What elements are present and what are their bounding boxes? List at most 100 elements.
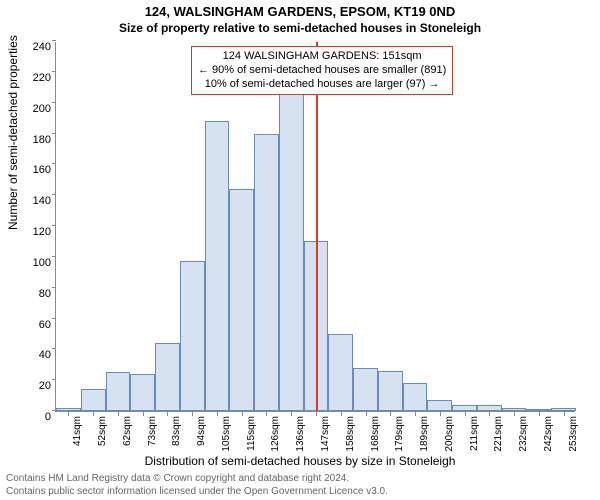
histogram-bar xyxy=(526,409,551,411)
x-tick-label: 232sqm xyxy=(518,416,529,452)
y-tick-label: 140 xyxy=(21,195,51,207)
x-tick-mark xyxy=(564,412,565,416)
histogram-bar xyxy=(328,334,353,411)
x-tick-mark xyxy=(514,412,515,416)
x-tick-mark xyxy=(291,412,292,416)
x-tick-mark xyxy=(440,412,441,416)
x-tick-mark xyxy=(143,412,144,416)
chart-title-block: 124, WALSINGHAM GARDENS, EPSOM, KT19 0ND… xyxy=(0,0,600,35)
x-tick-label: 62sqm xyxy=(122,416,133,446)
x-tick-label: 200sqm xyxy=(444,416,455,452)
x-tick-mark xyxy=(390,412,391,416)
y-tick-mark xyxy=(52,102,56,103)
x-tick-label: 41sqm xyxy=(72,416,83,446)
x-tick-mark xyxy=(242,412,243,416)
x-tick-mark xyxy=(489,412,490,416)
y-tick-mark xyxy=(52,287,56,288)
plot-area: 02040608010012014016018020022024041sqm52… xyxy=(55,42,575,412)
x-tick-mark xyxy=(93,412,94,416)
x-tick-label: 105sqm xyxy=(221,416,232,452)
x-tick-label: 211sqm xyxy=(469,416,480,451)
histogram-bar xyxy=(106,372,131,411)
x-tick-label: 115sqm xyxy=(246,416,257,451)
y-tick-mark xyxy=(52,71,56,72)
histogram-bar xyxy=(477,405,502,411)
y-tick-mark xyxy=(52,348,56,349)
y-tick-label: 160 xyxy=(21,164,51,176)
y-tick-mark xyxy=(52,194,56,195)
title-line2: Size of property relative to semi-detach… xyxy=(0,21,600,35)
histogram-bar xyxy=(403,383,428,411)
x-tick-mark xyxy=(68,412,69,416)
x-tick-mark xyxy=(539,412,540,416)
y-tick-mark xyxy=(52,225,56,226)
annotation-line2: ← 90% of semi-detached houses are smalle… xyxy=(198,64,446,78)
x-tick-mark xyxy=(366,412,367,416)
x-tick-label: 126sqm xyxy=(270,416,281,452)
x-tick-mark xyxy=(118,412,119,416)
y-tick-label: 80 xyxy=(21,288,51,300)
y-tick-label: 40 xyxy=(21,349,51,361)
histogram-bar xyxy=(502,408,527,411)
histogram-bar xyxy=(56,408,81,411)
x-tick-mark xyxy=(266,412,267,416)
histogram-bar xyxy=(254,134,279,412)
x-tick-label: 147sqm xyxy=(320,416,331,452)
y-tick-label: 120 xyxy=(21,226,51,238)
histogram-bar xyxy=(452,405,477,411)
annotation-box: 124 WALSINGHAM GARDENS: 151sqm← 90% of s… xyxy=(191,46,453,95)
x-axis-label: Distribution of semi-detached houses by … xyxy=(0,454,600,468)
x-tick-label: 73sqm xyxy=(147,416,158,446)
y-tick-mark xyxy=(52,318,56,319)
annotation-line1: 124 WALSINGHAM GARDENS: 151sqm xyxy=(198,50,446,64)
histogram-bar xyxy=(155,343,180,411)
histogram-bar xyxy=(180,261,205,411)
x-tick-label: 94sqm xyxy=(196,416,207,446)
title-line1: 124, WALSINGHAM GARDENS, EPSOM, KT19 0ND xyxy=(0,4,600,19)
histogram-bar xyxy=(279,75,304,411)
histogram-bar xyxy=(81,389,106,411)
y-tick-mark xyxy=(52,163,56,164)
histogram-bar xyxy=(427,400,452,411)
y-tick-label: 240 xyxy=(21,41,51,53)
y-tick-mark xyxy=(52,133,56,134)
footer-attribution: Contains HM Land Registry data © Crown c… xyxy=(6,473,388,498)
marker-line xyxy=(316,42,318,411)
histogram-bar xyxy=(353,368,378,411)
y-tick-mark xyxy=(52,40,56,41)
x-tick-label: 168sqm xyxy=(370,416,381,452)
x-tick-label: 158sqm xyxy=(345,416,356,452)
y-tick-label: 200 xyxy=(21,103,51,115)
footer-line2: Contains public sector information licen… xyxy=(6,486,388,499)
footer-line1: Contains HM Land Registry data © Crown c… xyxy=(6,473,388,486)
x-tick-mark xyxy=(217,412,218,416)
x-tick-label: 179sqm xyxy=(394,416,405,452)
y-tick-label: 0 xyxy=(21,411,51,423)
x-tick-label: 242sqm xyxy=(543,416,554,452)
y-tick-label: 220 xyxy=(21,72,51,84)
histogram-bar xyxy=(551,408,576,411)
x-tick-mark xyxy=(167,412,168,416)
y-tick-label: 20 xyxy=(21,380,51,392)
x-tick-label: 221sqm xyxy=(493,416,504,452)
x-tick-mark xyxy=(316,412,317,416)
annotation-line3: 10% of semi-detached houses are larger (… xyxy=(198,78,446,92)
histogram-bar xyxy=(205,121,230,411)
histogram-bar xyxy=(378,371,403,411)
histogram-chart: 02040608010012014016018020022024041sqm52… xyxy=(55,42,575,412)
y-tick-mark xyxy=(52,256,56,257)
y-tick-mark xyxy=(52,379,56,380)
x-tick-label: 83sqm xyxy=(171,416,182,446)
y-axis-label: Number of semi-detached properties xyxy=(6,35,20,230)
x-tick-label: 253sqm xyxy=(568,416,579,452)
x-tick-mark xyxy=(192,412,193,416)
x-tick-label: 136sqm xyxy=(295,416,306,452)
y-tick-label: 180 xyxy=(21,134,51,146)
x-tick-label: 189sqm xyxy=(419,416,430,452)
histogram-bar xyxy=(130,374,155,411)
x-tick-mark xyxy=(341,412,342,416)
x-tick-label: 52sqm xyxy=(97,416,108,446)
y-tick-label: 100 xyxy=(21,257,51,269)
x-tick-mark xyxy=(465,412,466,416)
x-tick-mark xyxy=(415,412,416,416)
